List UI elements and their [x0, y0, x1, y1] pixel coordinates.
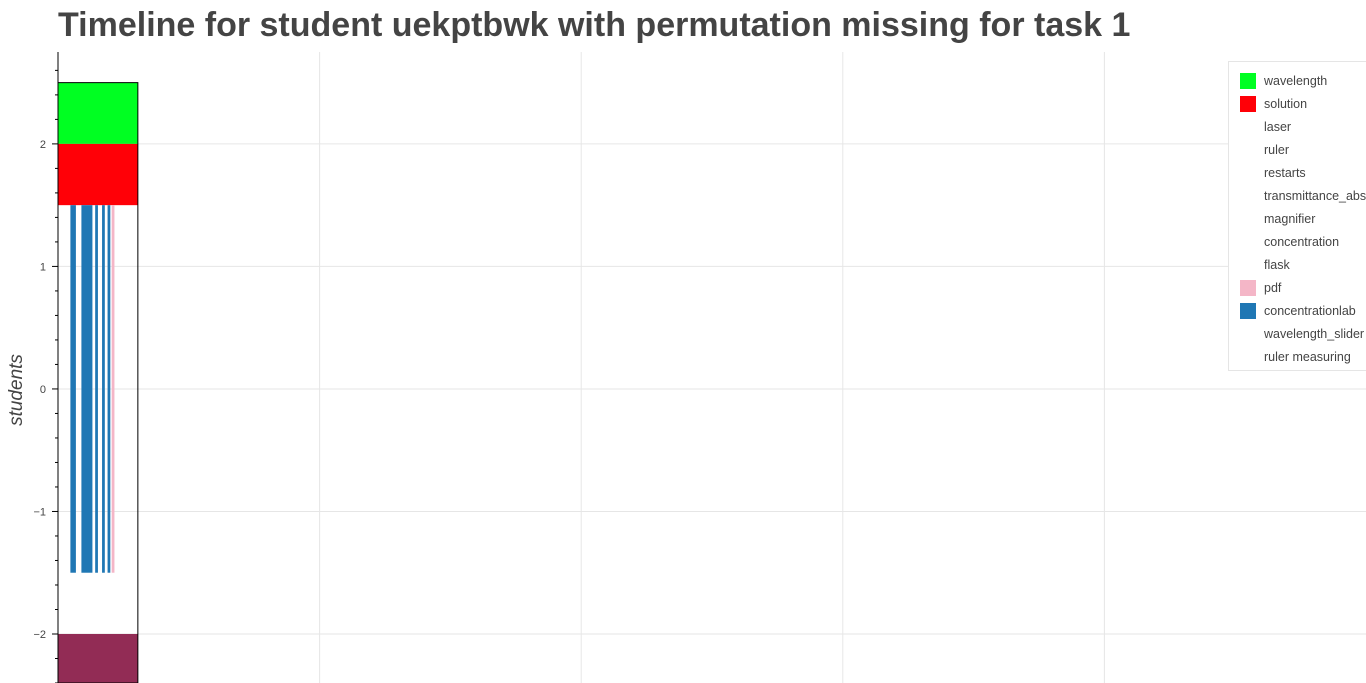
- y-tick-label: 2: [40, 139, 46, 151]
- legend-swatch: [1240, 188, 1256, 204]
- bar-pdf: [111, 205, 115, 573]
- legend-item: transmittance_absorbance: [1240, 186, 1366, 206]
- legend-item: laser: [1240, 117, 1291, 137]
- legend-swatch: [1240, 211, 1256, 227]
- y-tick-label: −1: [33, 506, 46, 518]
- legend-item: ruler: [1240, 140, 1289, 160]
- legend-swatch: [1240, 96, 1256, 112]
- legend-swatch: [1240, 280, 1256, 296]
- legend-swatch: [1240, 119, 1256, 135]
- bar-concentrationlab: [107, 205, 111, 573]
- legend-item: flask: [1240, 255, 1290, 275]
- legend-label: magnifier: [1264, 212, 1316, 226]
- legend-label: wavelength: [1264, 74, 1328, 88]
- legend-item: concentrationlab: [1240, 301, 1356, 321]
- legend-label: laser: [1264, 120, 1292, 134]
- legend-item: pdf: [1240, 278, 1281, 298]
- legend-item: ruler measuring: [1240, 347, 1351, 367]
- bar-concentrationlab: [70, 205, 76, 573]
- legend-label: pdf: [1264, 281, 1282, 295]
- legend-swatch: [1240, 165, 1256, 181]
- bar-dependent-variable: [58, 633, 138, 683]
- legend-swatch: [1240, 349, 1256, 365]
- legend-label: solution: [1264, 97, 1308, 111]
- legend-item: dependent variable: [1240, 370, 1366, 371]
- legend-item: restarts: [1240, 163, 1306, 183]
- y-axis: 2 1 0 −1 −2: [33, 52, 59, 683]
- legend-item: concentration: [1240, 232, 1339, 252]
- y-tick-label: 0: [40, 384, 46, 396]
- legend-label: concentration: [1264, 235, 1340, 249]
- legend-swatch: [1240, 234, 1256, 250]
- bar-concentrationlab: [102, 205, 105, 573]
- legend-swatch: [1240, 142, 1256, 158]
- bar-concentrationlab: [95, 205, 98, 573]
- legend-label: ruler: [1264, 143, 1290, 157]
- legend-swatch: [1240, 303, 1256, 319]
- bar-concentrationlab: [81, 205, 93, 573]
- bar-layer: [57, 82, 139, 683]
- chart-title: Timeline for student uekptbwk with permu…: [58, 6, 1131, 44]
- bar-wavelength: [58, 82, 138, 144]
- legend-label: ruler measuring: [1264, 350, 1351, 364]
- legend-item: wavelength: [1240, 71, 1327, 91]
- legend-item: magnifier: [1240, 209, 1315, 229]
- legend-swatch: [1240, 257, 1256, 273]
- legend-label: flask: [1264, 258, 1290, 272]
- legend-item: solution: [1240, 94, 1307, 114]
- legend-swatch: [1240, 326, 1256, 342]
- legend-swatch: [1240, 73, 1256, 89]
- y-tick-label: 1: [40, 261, 46, 273]
- legend-label: restarts: [1264, 166, 1306, 180]
- legend-label: concentrationlab: [1264, 304, 1356, 318]
- bar-solution: [58, 143, 138, 206]
- legend-item: wavelength_slider: [1240, 324, 1364, 344]
- grid-lines: [58, 52, 1366, 683]
- legend-label: transmittance_absorbance: [1264, 189, 1366, 203]
- y-tick-label: −2: [33, 629, 46, 641]
- legend: wavelength solution laser ruler restarts tran…: [1228, 61, 1366, 371]
- legend-label: wavelength_slider: [1264, 327, 1365, 341]
